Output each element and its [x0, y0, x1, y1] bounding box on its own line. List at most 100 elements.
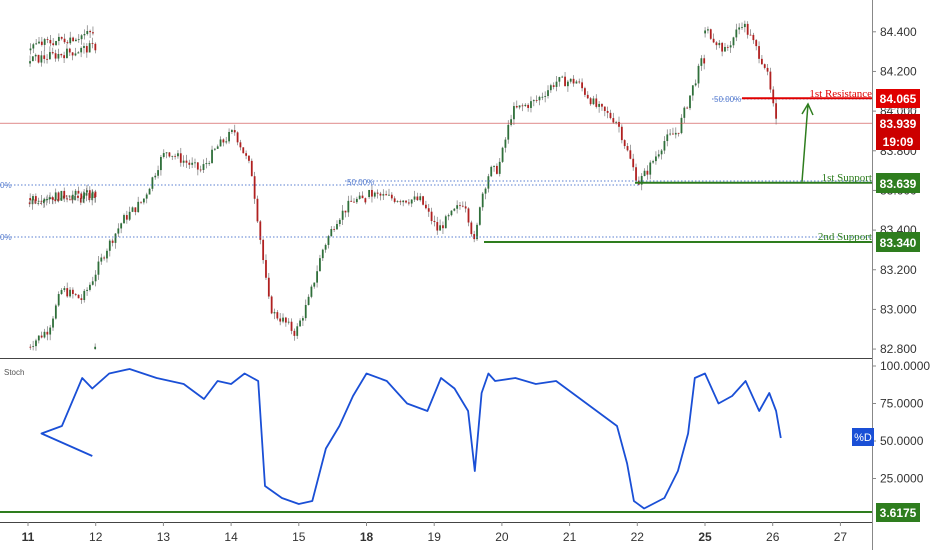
- candle-body: [137, 201, 140, 213]
- price-layer: [28, 20, 777, 351]
- candle-body: [63, 288, 66, 291]
- candle-body: [148, 188, 151, 195]
- candle-body: [572, 78, 575, 84]
- candle-body: [672, 133, 674, 135]
- candle-body: [735, 29, 738, 38]
- candle-body: [407, 202, 410, 204]
- candle-body: [94, 346, 97, 350]
- badge-countdown: 19:09: [883, 135, 914, 149]
- candle-body: [106, 250, 108, 259]
- candle-body: [37, 202, 40, 204]
- candle-body: [558, 77, 561, 82]
- badge-1st-support-value: 83.639: [880, 177, 917, 191]
- candle-body: [35, 43, 38, 45]
- candle-body: [250, 160, 253, 177]
- fib-left-cut-top: 0%: [0, 181, 12, 190]
- candle-body: [74, 190, 77, 195]
- candle-body: [179, 153, 182, 163]
- candle-body: [592, 98, 595, 105]
- time-tick-label: 26: [766, 530, 780, 544]
- candle-body: [461, 205, 464, 207]
- candle-body: [66, 198, 68, 200]
- candle-body: [615, 121, 618, 123]
- candle-body: [601, 103, 603, 107]
- candle-body: [65, 195, 68, 197]
- time-tick-label: 21: [563, 530, 577, 544]
- candle-body: [43, 39, 46, 45]
- candle-body: [760, 58, 763, 65]
- candle-body: [521, 105, 524, 107]
- candle-body: [612, 118, 615, 123]
- candle-body: [117, 228, 120, 234]
- candle-body: [584, 88, 586, 95]
- candle-body: [646, 170, 649, 175]
- candle-body: [77, 39, 80, 40]
- candle-body: [763, 64, 766, 68]
- candle-body: [344, 210, 347, 213]
- candle-body: [324, 244, 327, 250]
- candle-body: [151, 177, 154, 189]
- candle-body: [256, 198, 259, 222]
- candle-body: [92, 32, 94, 34]
- candle-body: [57, 192, 60, 201]
- candle-body: [185, 160, 188, 163]
- candle-body: [49, 39, 52, 44]
- candle-body: [46, 58, 48, 60]
- candle-body: [74, 293, 77, 295]
- candle-body: [524, 104, 527, 106]
- candle-body: [54, 53, 57, 59]
- candle-body: [85, 192, 88, 196]
- candle-body: [498, 161, 501, 174]
- candle-body: [442, 225, 444, 229]
- candle-body: [341, 210, 344, 220]
- candle-body: [721, 42, 724, 52]
- candle-body: [88, 190, 91, 198]
- candle-body: [535, 100, 538, 101]
- candle-body: [598, 103, 601, 107]
- candle-body: [134, 207, 137, 213]
- candle-body: [350, 200, 353, 202]
- candle-body: [75, 39, 77, 42]
- candle-body: [501, 147, 504, 162]
- candle-body: [213, 148, 216, 150]
- candle-body: [513, 106, 515, 120]
- badge-current-price-value: 83.939: [880, 117, 917, 131]
- candle-body: [561, 76, 564, 78]
- candle-body: [225, 141, 228, 143]
- candle-body: [34, 196, 37, 201]
- candle-body: [165, 152, 168, 154]
- candle-body: [86, 31, 89, 34]
- candle-body: [769, 71, 772, 90]
- candle-body: [123, 215, 125, 224]
- candle-body: [336, 223, 338, 230]
- candle-body: [71, 289, 74, 294]
- candle-body: [284, 317, 287, 323]
- candle-body: [626, 146, 629, 151]
- candle-body: [54, 192, 57, 200]
- candle-body: [691, 85, 694, 96]
- candle-body: [595, 98, 598, 107]
- candle-body: [211, 149, 213, 164]
- badge-stoch-baseline: [876, 503, 920, 522]
- candle-body: [128, 211, 131, 220]
- candle-body: [694, 83, 697, 86]
- candle-body: [270, 296, 273, 314]
- candle-body: [629, 150, 632, 159]
- candle-body: [103, 257, 106, 259]
- candle-body: [726, 46, 729, 48]
- candle-body: [69, 199, 71, 201]
- candle-body: [752, 34, 755, 41]
- fib-mid-label: 50.00%: [347, 178, 374, 187]
- candle-body: [413, 196, 416, 200]
- candle-body: [86, 289, 88, 291]
- candle-body: [43, 200, 45, 204]
- candle-body: [57, 36, 60, 41]
- candle-body: [425, 204, 427, 209]
- candle-body: [507, 124, 510, 140]
- candle-body: [28, 202, 31, 205]
- time-tick-label: 19: [428, 530, 442, 544]
- price-tick-label: 82.800: [880, 342, 917, 356]
- candle-body: [120, 223, 123, 229]
- candle-body: [79, 197, 82, 203]
